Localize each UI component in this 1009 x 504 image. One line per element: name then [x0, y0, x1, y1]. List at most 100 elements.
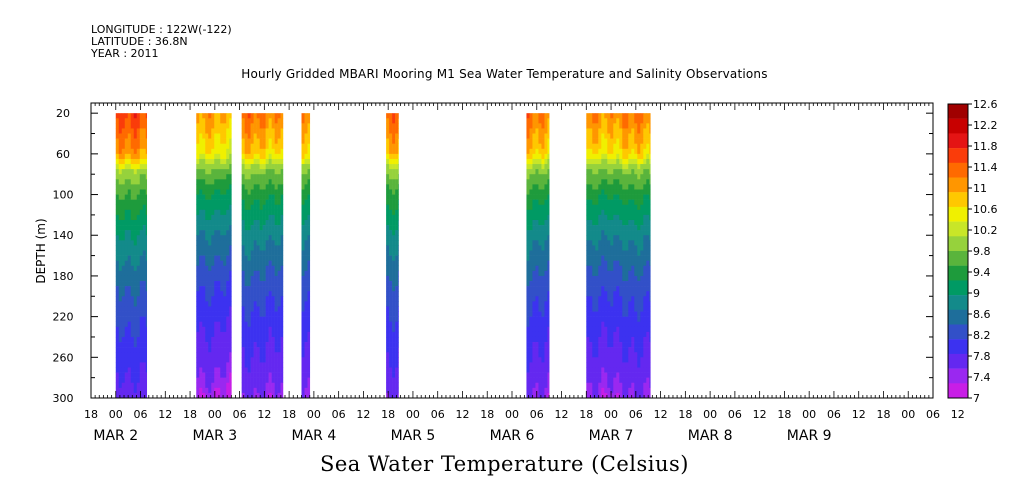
heatmap-cell — [196, 230, 200, 236]
y-tick-label: 260 — [53, 351, 74, 364]
heatmap-cell — [220, 169, 224, 175]
heatmap-cell — [250, 311, 254, 317]
heatmap-cell — [304, 260, 308, 267]
heatmap-cell — [634, 367, 638, 373]
heatmap-cell — [274, 342, 278, 348]
heatmap-cell — [604, 387, 608, 394]
heatmap-cell — [586, 321, 590, 328]
heatmap-cell — [628, 204, 632, 211]
heatmap-cell — [277, 377, 281, 384]
heatmap-cell — [610, 382, 614, 389]
heatmap-cell — [199, 250, 203, 256]
heatmap-cell — [586, 148, 590, 155]
heatmap-cell — [613, 184, 617, 190]
heatmap-cell — [604, 113, 608, 119]
heatmap-cell — [259, 240, 263, 246]
heatmap-cell — [280, 260, 284, 267]
x-day-label: MAR 2 — [93, 428, 138, 444]
heatmap-cell — [595, 367, 599, 373]
heatmap-cell — [145, 306, 148, 312]
heatmap-cell — [610, 189, 614, 195]
heatmap-cell — [118, 219, 123, 226]
heatmap-cell — [214, 255, 218, 261]
heatmap-cell — [133, 321, 138, 328]
heatmap-cell — [619, 204, 623, 211]
heatmap-cell — [398, 357, 399, 363]
heatmap-cell — [392, 169, 396, 175]
heatmap-cell — [277, 255, 281, 261]
heatmap-cell — [622, 352, 626, 358]
heatmap-cell — [226, 342, 230, 348]
heatmap-cell — [610, 321, 614, 328]
heatmap-cell — [229, 199, 232, 206]
heatmap-cell — [127, 250, 132, 256]
heatmap-cell — [395, 143, 399, 150]
heatmap-cell — [301, 199, 305, 206]
heatmap-cell — [398, 311, 399, 317]
heatmap-cell — [386, 214, 390, 221]
heatmap-cell — [274, 306, 278, 312]
heatmap-cell — [199, 225, 203, 231]
heatmap-cell — [634, 301, 638, 307]
heatmap-cell — [145, 214, 148, 221]
heatmap-cell — [625, 342, 629, 348]
heatmap-cell — [259, 382, 263, 389]
heatmap-cell — [529, 362, 533, 368]
heatmap-cell — [139, 301, 144, 307]
heatmap-cell — [136, 240, 141, 246]
heatmap-cell — [610, 250, 614, 256]
heatmap-cell — [241, 281, 245, 287]
heatmap-cell — [616, 336, 620, 343]
heatmap-cell — [643, 164, 647, 170]
heatmap-cell — [130, 235, 135, 241]
heatmap-cell — [130, 189, 135, 195]
heatmap-cell — [214, 184, 218, 190]
heatmap-cell — [271, 225, 275, 231]
heatmap-cell — [598, 281, 602, 287]
heatmap-cell — [214, 225, 218, 231]
heatmap-cell — [211, 260, 215, 267]
heatmap-cell — [616, 164, 620, 170]
heatmap-cell — [532, 118, 536, 124]
heatmap-cell — [598, 179, 602, 185]
heatmap-cell — [595, 123, 599, 129]
heatmap-cell — [607, 153, 611, 160]
heatmap-cell — [142, 158, 147, 165]
heatmap-cell — [280, 113, 284, 119]
heatmap-cell — [133, 260, 138, 267]
heatmap-cell — [247, 199, 251, 206]
heatmap-cell — [280, 148, 284, 155]
heatmap-cell — [133, 281, 138, 287]
heatmap-cell — [256, 219, 260, 226]
heatmap-cell — [595, 321, 599, 328]
heatmap-cell — [532, 113, 536, 119]
heatmap-cell — [544, 169, 548, 175]
heatmap-cell — [199, 291, 203, 297]
heatmap-cell — [395, 113, 399, 119]
x-tick-label: 18 — [777, 408, 791, 421]
heatmap-cell — [133, 148, 138, 155]
heatmap-cell — [271, 301, 275, 307]
heatmap-cell — [398, 133, 399, 139]
heatmap-cell — [202, 321, 206, 328]
heatmap-cell — [265, 301, 269, 307]
heatmap-cell — [628, 362, 632, 368]
heatmap-cell — [211, 184, 215, 190]
longitude-label: LONGITUDE : 122W(-122) — [91, 23, 232, 36]
heatmap-cell — [211, 367, 215, 373]
heatmap-cell — [640, 377, 644, 384]
heatmap-cell — [649, 275, 651, 282]
heatmap-cell — [595, 194, 599, 200]
heatmap-cell — [256, 209, 260, 216]
heatmap-cell — [598, 230, 602, 236]
heatmap-cell — [646, 128, 650, 134]
heatmap-cell — [586, 326, 590, 333]
heatmap-cell — [253, 255, 257, 261]
heatmap-cell — [280, 219, 284, 226]
heatmap-cell — [208, 143, 212, 150]
heatmap-cell — [265, 291, 269, 297]
heatmap-cell — [395, 367, 399, 373]
heatmap-cell — [538, 387, 542, 394]
heatmap-cell — [274, 336, 278, 343]
heatmap-cell — [529, 169, 533, 175]
